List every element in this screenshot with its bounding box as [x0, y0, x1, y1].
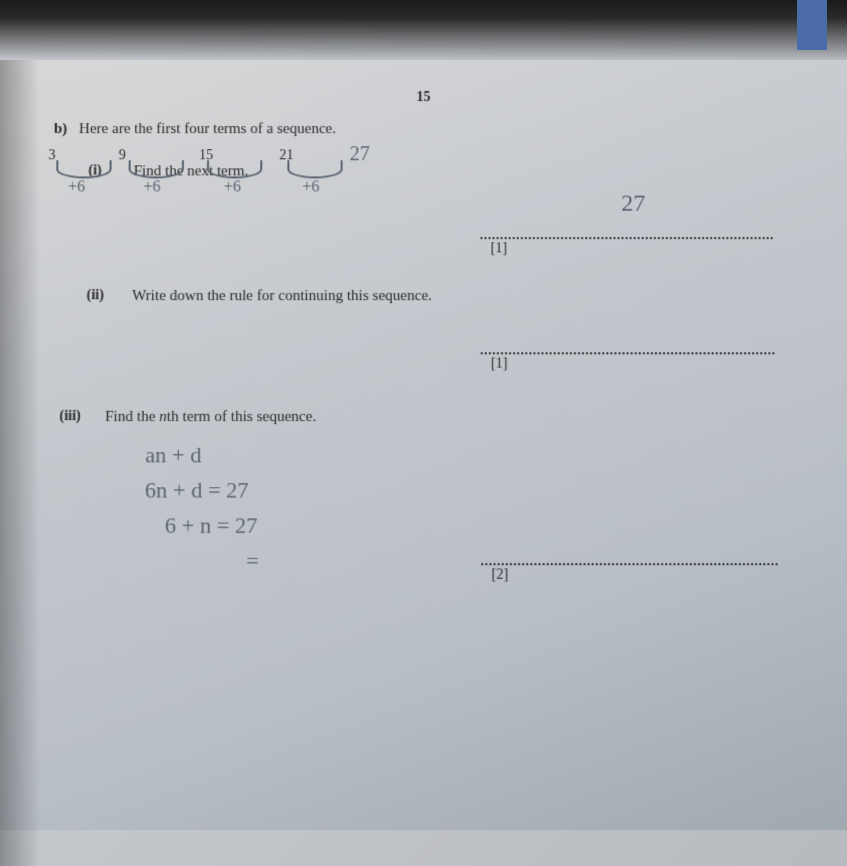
seq-arc-4: [287, 160, 342, 178]
working-line-3: 6 + n = 27: [144, 512, 805, 539]
dotted-line-iii: [481, 563, 777, 565]
part-iii: (iii) Find the nth term of this sequence…: [44, 409, 803, 427]
seq-arc-1: [56, 160, 112, 178]
part-ii-text: Write down the rule for continuing this …: [132, 288, 432, 305]
part-ii-label: (ii): [86, 288, 117, 304]
seq-diff-4: +6: [302, 178, 319, 196]
seq-diff-1: +6: [68, 178, 85, 196]
part-i-answer-line: 27 [1]: [47, 221, 800, 258]
page-edge-shadow: [0, 0, 847, 60]
seq-arc-3: [207, 160, 262, 178]
part-ii-answer-line: [1]: [45, 336, 802, 373]
part-i-marks: [1]: [491, 241, 508, 256]
dotted-line-ii: [481, 352, 775, 354]
seq-diff-2: +6: [143, 178, 160, 196]
part-i-answer: 27: [621, 191, 645, 218]
page-binding-shadow: [0, 60, 40, 866]
part-ii: (ii) Write down the rule for continuing …: [46, 288, 801, 305]
seq-arc-2: [128, 160, 183, 178]
seq-term-2: 9: [119, 148, 126, 164]
seq-term-1: 3: [48, 148, 55, 164]
sequence-diagram: 3 9 15 21 27 +6 +6 +6 +6: [47, 148, 799, 219]
seq-next-term-handwritten: 27: [350, 143, 370, 166]
working-line-2: 6n + d = 27: [145, 477, 805, 504]
page-number: 15: [49, 90, 798, 106]
part-iii-answer-line: [2]: [41, 546, 805, 584]
seq-diff-3: +6: [224, 178, 241, 196]
part-iii-label: (iii): [59, 409, 90, 425]
question-label: b): [54, 121, 68, 138]
working-line-1: an + d: [145, 442, 804, 469]
question-b-header: b) Here are the first four terms of a se…: [49, 121, 799, 138]
dotted-line-i: [480, 237, 772, 239]
part-ii-marks: [1]: [491, 356, 508, 371]
blue-pen-corner: [797, 0, 827, 50]
question-text: Here are the first four terms of a seque…: [79, 121, 336, 137]
part-iii-text: Find the nth term of this sequence.: [105, 409, 316, 427]
exam-page: 15 b) Here are the first four terms of a…: [0, 60, 847, 830]
part-iii-marks: [2]: [491, 567, 508, 583]
